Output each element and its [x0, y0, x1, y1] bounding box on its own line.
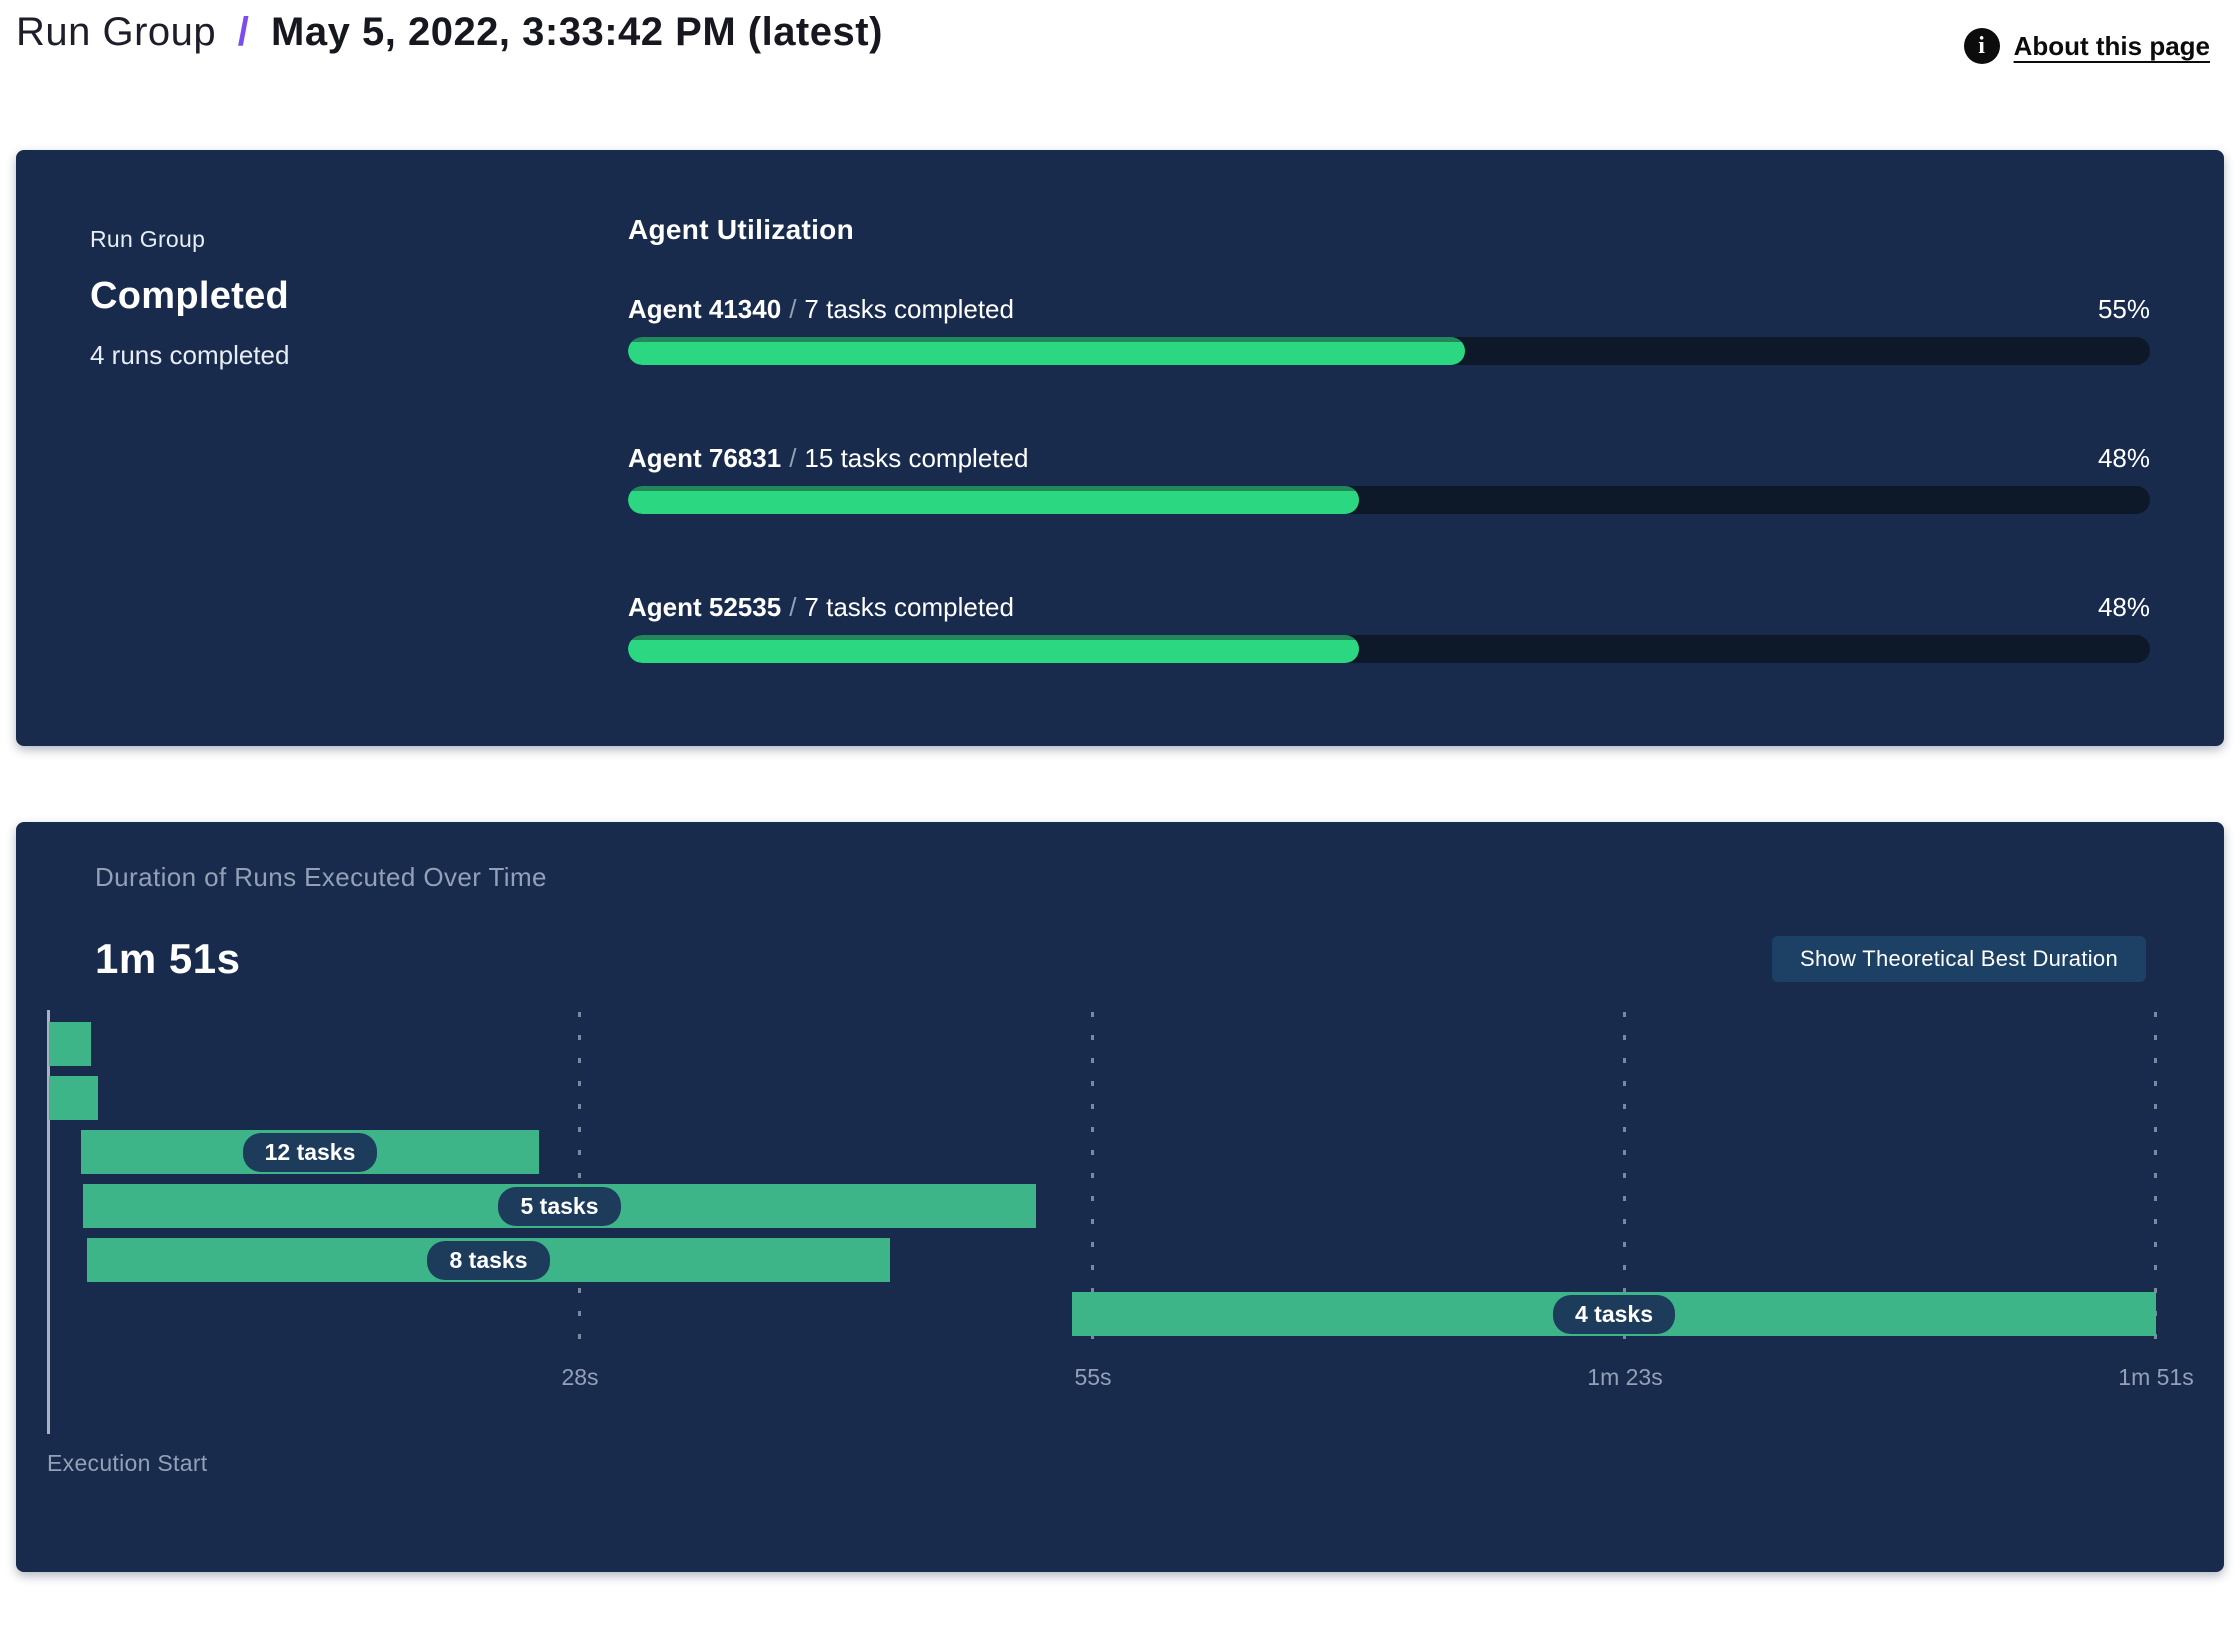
- page-header: Run Group / May 5, 2022, 3:33:42 PM (lat…: [0, 0, 2240, 110]
- agent-label: Agent 41340/7 tasks completed: [628, 294, 1014, 325]
- page-title: Run Group / May 5, 2022, 3:33:42 PM (lat…: [16, 10, 883, 55]
- agent-utilization-row: Agent 41340/7 tasks completed 55%: [628, 294, 2150, 365]
- agent-name: Agent 76831: [628, 443, 782, 473]
- agent-utilization-row: Agent 52535/7 tasks completed 48%: [628, 592, 2150, 663]
- gantt-chart: 28s 55s 1m 23s 1m 51s 12 tasks 5 tasks 8 tasks…: [49, 1012, 2194, 1390]
- run-group-label: Run Group: [90, 226, 206, 252]
- breadcrumb-run-group: Run Group: [16, 10, 217, 54]
- utilization-progressbar-track: [628, 635, 2150, 663]
- run-duration-bar[interactable]: [49, 1076, 98, 1120]
- agent-label: Agent 52535/7 tasks completed: [628, 592, 1014, 623]
- run-duration-bar[interactable]: 8 tasks: [87, 1238, 890, 1282]
- utilization-progressbar-fill: [628, 486, 1359, 514]
- about-this-page-link[interactable]: i About this page: [1963, 28, 2210, 64]
- agent-tasks-completed: 7 tasks completed: [804, 592, 1014, 622]
- about-link-label: About this page: [2013, 30, 2210, 61]
- task-count-badge: 8 tasks: [427, 1240, 550, 1280]
- axis-tick-label: 28s: [561, 1364, 599, 1390]
- agent-utilization-row: Agent 76831/15 tasks completed 48%: [628, 443, 2150, 514]
- agent-utilization-percent: 48%: [2097, 592, 2150, 622]
- info-icon: i: [1963, 28, 2000, 64]
- agent-utilization-section: Agent Utilization Agent 41340/7 tasks co…: [628, 214, 2150, 746]
- run-group-status: Run Group Completed 4 runs completed: [90, 214, 628, 746]
- agent-label-separator: /: [789, 592, 797, 622]
- total-duration-value: 1m 51s: [95, 935, 241, 982]
- agent-name: Agent 52535: [628, 592, 782, 622]
- utilization-progressbar-track: [628, 486, 2150, 514]
- breadcrumb-separator: /: [237, 10, 250, 54]
- show-theoretical-best-duration-button[interactable]: Show Theoretical Best Duration: [1772, 936, 2146, 982]
- task-count-badge: 4 tasks: [1552, 1294, 1675, 1334]
- execution-start-axis-line: [47, 1010, 50, 1434]
- status-value: Completed: [90, 275, 290, 317]
- run-duration-bar[interactable]: [49, 1022, 91, 1066]
- axis-tick-label: 1m 23s: [1587, 1364, 1663, 1390]
- agent-tasks-completed: 7 tasks completed: [804, 294, 1014, 324]
- task-count-badge: 5 tasks: [498, 1186, 621, 1226]
- runs-summary: 4 runs completed: [90, 340, 290, 370]
- gridline-1m-23s: [1623, 1012, 1626, 1350]
- gridline-55s: [1091, 1012, 1094, 1350]
- agent-tasks-completed: 15 tasks completed: [804, 443, 1029, 473]
- utilization-progressbar-fill: [628, 337, 1466, 365]
- axis-tick-label: 1m 51s: [2118, 1364, 2194, 1390]
- utilization-progressbar-fill: [628, 635, 1359, 663]
- run-group-status-panel: Run Group Completed 4 runs completed Age…: [16, 150, 2224, 746]
- run-timestamp-title: May 5, 2022, 3:33:42 PM (latest): [271, 10, 883, 54]
- axis-tick-label: 55s: [1074, 1364, 1112, 1390]
- utilization-progressbar-track: [628, 337, 2150, 365]
- agent-utilization-percent: 55%: [2097, 294, 2150, 324]
- agent-utilization-heading: Agent Utilization: [628, 214, 854, 245]
- duration-chart-title: Duration of Runs Executed Over Time: [95, 862, 547, 892]
- run-duration-bar[interactable]: 5 tasks: [83, 1184, 1036, 1228]
- agent-label: Agent 76831/15 tasks completed: [628, 443, 1028, 474]
- agent-label-separator: /: [789, 443, 797, 473]
- execution-start-label: Execution Start: [47, 1450, 208, 1476]
- gridline-28s: [578, 1012, 581, 1350]
- duration-chart-panel: Duration of Runs Executed Over Time 1m 5…: [16, 822, 2224, 1572]
- agent-label-separator: /: [789, 294, 797, 324]
- run-duration-bar[interactable]: 12 tasks: [81, 1130, 539, 1174]
- agent-utilization-percent: 48%: [2097, 443, 2150, 473]
- agent-name: Agent 41340: [628, 294, 782, 324]
- run-duration-bar[interactable]: 4 tasks: [1072, 1292, 2156, 1336]
- task-count-badge: 12 tasks: [242, 1132, 378, 1172]
- gridline-1m-51s: [2154, 1012, 2157, 1350]
